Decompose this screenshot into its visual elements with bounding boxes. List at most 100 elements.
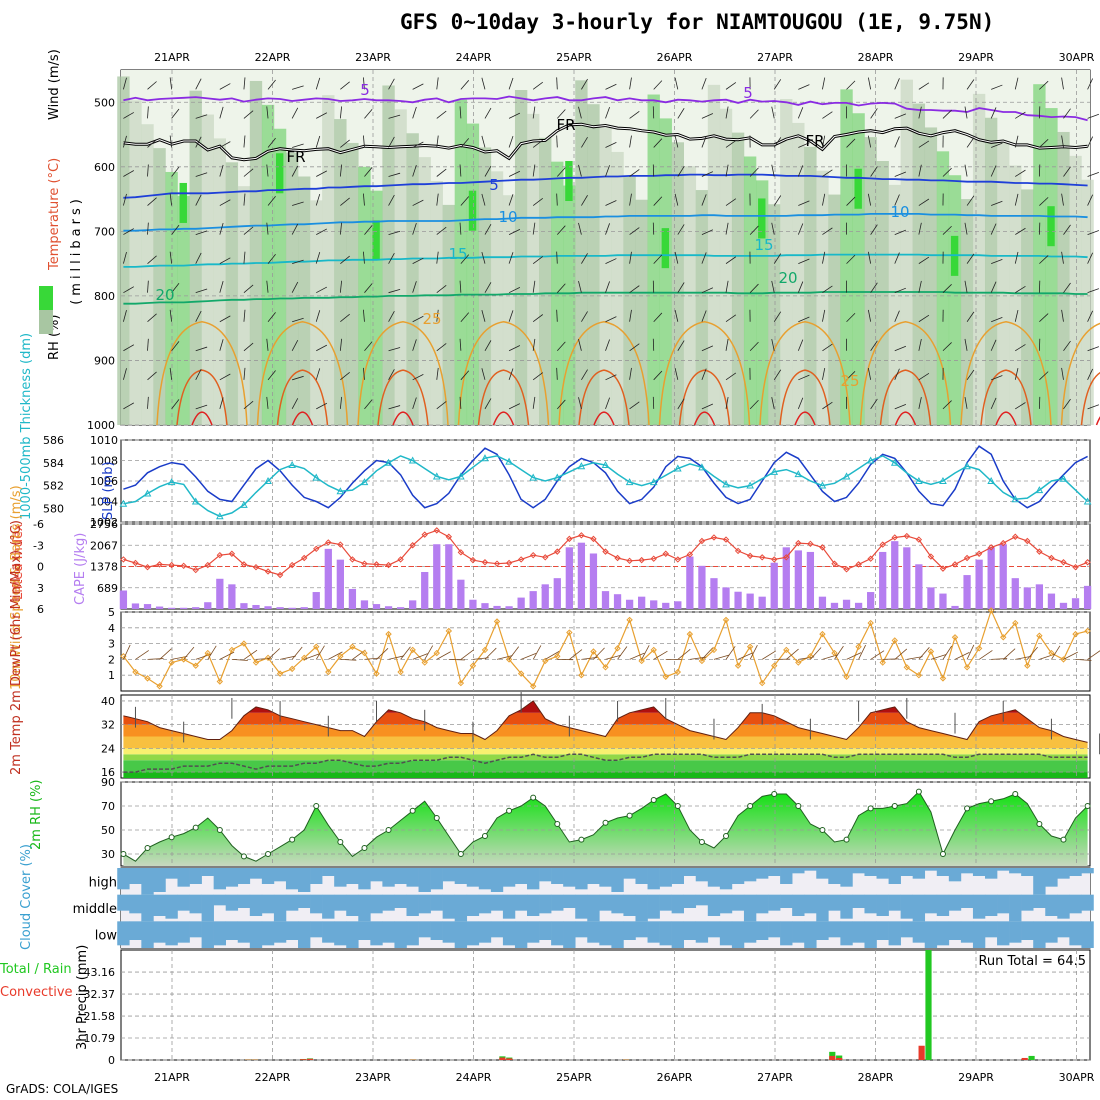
pressure-tick-label: 1000 (87, 419, 115, 432)
cloud-cell-low (273, 921, 287, 943)
cloud-cell-low (539, 921, 552, 940)
cloud-cell-high (1069, 868, 1082, 876)
wind-barb (990, 107, 997, 119)
pressure-axis-label: (millibars) (69, 195, 84, 305)
cloud-cell-high (972, 868, 986, 876)
wind-speed-point (590, 648, 597, 655)
wind-barb (1039, 255, 1049, 264)
wind-barb (894, 171, 907, 177)
wind-barb (123, 112, 135, 119)
thickness-point (698, 463, 706, 471)
wind-barb (942, 284, 952, 293)
cloud-cell-low (1081, 921, 1094, 948)
rh-shading-column (828, 194, 841, 425)
slp-tick-label: 1004 (90, 496, 118, 509)
wind-barb (1015, 344, 1026, 352)
wind-barb (243, 649, 258, 660)
wind-barb (1063, 224, 1071, 235)
wind-barb (605, 316, 617, 323)
cloud-cell-high (1009, 868, 1022, 874)
wind-barb (918, 140, 930, 148)
wind-speed-point (602, 664, 609, 671)
wind-barb (123, 286, 135, 294)
wind-barb (291, 646, 303, 660)
wind-barb (508, 228, 521, 235)
wind-barb (123, 77, 127, 90)
cloud-cell-low (816, 921, 829, 940)
cape-bar (216, 578, 224, 609)
wind-barb (364, 399, 373, 410)
wind-barb (376, 647, 389, 660)
wind-barb (388, 136, 395, 148)
wind-barb (1061, 77, 1064, 90)
cloud-cell-high (129, 868, 142, 884)
li-point (662, 550, 669, 557)
rh-point (361, 845, 368, 851)
wind-speed-point (300, 654, 308, 662)
cape-bar (589, 553, 598, 609)
rh-shading-column (816, 170, 829, 425)
bottom-date-label: 29APR (958, 1071, 994, 1084)
cloud-cell-high (1033, 868, 1046, 895)
cloud-cell-middle (442, 894, 455, 919)
cloud-cell-low (1045, 921, 1058, 943)
wind-speed-point (987, 607, 995, 614)
wind-barb (761, 650, 776, 660)
cloud-cell-middle (575, 894, 588, 919)
wind-barb (339, 164, 343, 177)
wind-barb (266, 164, 269, 177)
cloud-cell-low (997, 921, 1010, 946)
cape-bar (457, 579, 465, 609)
cloud-cell-middle (430, 894, 443, 911)
wind-barb (1061, 367, 1064, 380)
rh-high-cell (468, 190, 477, 231)
cloud-cell-middle (1081, 894, 1094, 911)
cloud-cell-low (756, 921, 769, 940)
cloud-cell-low (418, 921, 431, 938)
rh-shading-column (647, 94, 660, 425)
top-date-label: 29APR (958, 51, 994, 64)
thickness-axis-label: 1000-500mb Thickness (dm) (19, 333, 34, 520)
wind-speed-point (855, 643, 862, 650)
wind-barb (578, 397, 582, 409)
cape-bar (722, 587, 730, 609)
wind-barb (267, 312, 276, 322)
rh-point (674, 803, 681, 809)
rh-high-cell (661, 228, 670, 269)
cloud-cell-high (466, 868, 480, 887)
cape-bar (927, 587, 935, 609)
wind-barb (388, 252, 395, 264)
cloud-cell-high (659, 868, 672, 887)
wind-speed-point (686, 630, 694, 638)
warm-contour (759, 320, 851, 426)
thickness-point (963, 462, 971, 470)
wind-barb (701, 78, 707, 90)
cape-bar (348, 588, 357, 609)
cloud-cell-middle (527, 894, 540, 916)
li-tick-label: 6 (37, 603, 44, 616)
wind-speed-point (783, 646, 790, 654)
rh-point (289, 836, 296, 843)
wind-barb (773, 79, 782, 90)
wind-barb (195, 310, 202, 322)
cape-bar (240, 603, 248, 609)
thickness-tick-label: 582 (43, 480, 64, 493)
wind-barb (195, 136, 202, 148)
isotherm-line (123, 253, 1088, 268)
li-point (843, 566, 850, 573)
li-point (698, 537, 706, 545)
wind-barb (328, 651, 343, 660)
cape-bar (903, 547, 911, 609)
wind-barb (578, 164, 582, 177)
li-point (566, 535, 573, 543)
li-point (457, 549, 465, 556)
rh-point (168, 834, 175, 841)
cloud-cell-low (189, 921, 202, 938)
cape-bar (204, 602, 212, 609)
wind-barb (1039, 313, 1049, 323)
wind-speed-point (734, 662, 742, 669)
wind-axis-label: 10m Wind Speed & Barbs (m/s) (9, 485, 24, 690)
wind-barb (918, 222, 922, 235)
wind-barb (169, 77, 173, 90)
cloud-cell-low (984, 921, 998, 938)
